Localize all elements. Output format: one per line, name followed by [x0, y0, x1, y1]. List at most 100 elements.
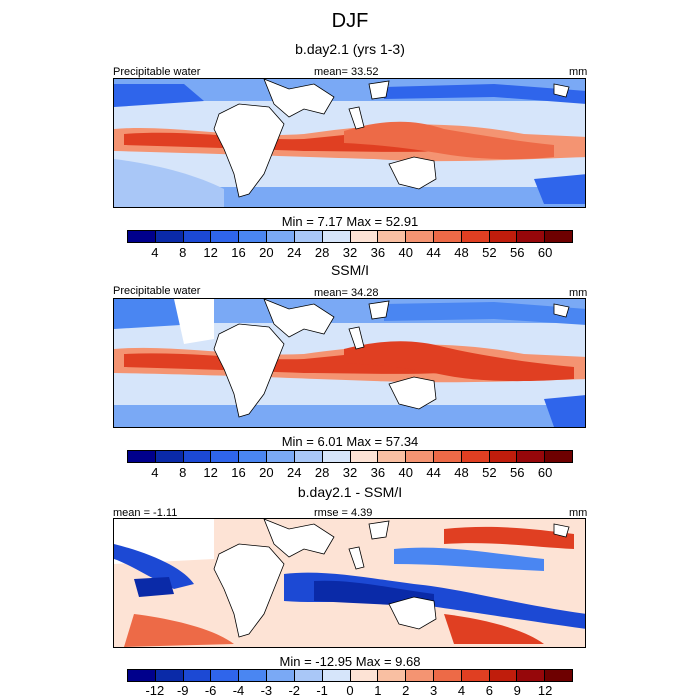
colorbar-swatch	[461, 231, 490, 242]
colorbar-tick-label: 16	[231, 245, 246, 260]
colorbar-swatch	[350, 231, 379, 242]
colorbar-swatch	[406, 670, 434, 681]
colorbar-tick-label: 3	[430, 683, 438, 698]
colorbar-tick-label: 60	[537, 245, 553, 260]
colorbar-tick-label: 12	[203, 465, 218, 480]
colorbar-swatch	[461, 451, 490, 462]
colorbar-tick-label: 1	[374, 683, 382, 698]
colorbar-tick-label: 48	[454, 465, 469, 480]
colorbar-tick-label: 32	[342, 245, 358, 260]
panel3-rmse-label: rmse = 4.39	[314, 507, 373, 519]
colorbar-tick-label: 16	[231, 465, 246, 480]
colorbar-tick-label: 40	[398, 465, 413, 480]
colorbar-swatch	[183, 670, 212, 681]
panel2-mean-label: mean= 34.28	[314, 287, 379, 299]
colorbar-swatch	[155, 231, 184, 242]
colorbar-swatch	[322, 670, 351, 681]
colorbar-swatch	[350, 670, 379, 681]
colorbar-swatch	[183, 231, 212, 242]
colorbar-1-ticks: 4 8 12 16 20 24 28 32 36 40 44 48 52 56 60	[127, 245, 573, 260]
colorbar-tick-label: 24	[287, 245, 302, 260]
colorbar-swatch	[433, 231, 462, 242]
colorbar-tick-label: -2	[288, 683, 301, 698]
colorbar-tick-label: -6	[204, 683, 217, 698]
colorbar-tick-label: 56	[510, 245, 525, 260]
colorbar-tick-label: 0	[346, 683, 354, 698]
colorbar-tick-label: 24	[287, 465, 302, 480]
colorbar-tick-label: 52	[482, 245, 497, 260]
colorbar-tick-label: 6	[485, 683, 493, 698]
colorbar-tick-label: 4	[457, 683, 466, 698]
panel2-units-label: mm	[569, 287, 588, 299]
panel2-map	[113, 298, 586, 428]
colorbar-swatch	[322, 231, 351, 242]
colorbar-tick-label: 44	[426, 245, 441, 260]
colorbar-swatch	[267, 231, 295, 242]
colorbar-swatch	[378, 451, 407, 462]
colorbar-tick-label: 44	[426, 465, 441, 480]
colorbar-tick-label: 32	[342, 465, 358, 480]
panel3-map-svg	[114, 519, 585, 647]
colorbar-tick-label: 9	[513, 683, 521, 698]
colorbar-tick-label: -3	[260, 683, 273, 698]
colorbar-tick-label: 56	[510, 465, 525, 480]
colorbar-swatch	[545, 451, 572, 462]
colorbar-tick-label: 8	[179, 245, 187, 260]
panel3-mean-label: mean = -1.11	[113, 507, 178, 519]
colorbar-tick-label: 48	[454, 245, 469, 260]
colorbar-swatch	[211, 231, 240, 242]
colorbar-tick-label: 52	[482, 465, 497, 480]
panel1-map	[113, 78, 586, 208]
panel2-map-svg	[114, 299, 585, 427]
panel1-map-svg	[114, 79, 585, 207]
panel2-minmax: Min = 6.01 Max = 57.34	[281, 434, 419, 449]
panel2-variable-label: Precipitable water	[113, 285, 201, 297]
panel3-units-label: mm	[569, 507, 588, 519]
panel1-variable-label: Precipitable water	[113, 66, 201, 78]
colorbar-tick-label: 40	[398, 245, 413, 260]
colorbar-swatch	[294, 231, 323, 242]
colorbar-swatch	[545, 231, 572, 242]
colorbar-swatch	[406, 231, 434, 242]
colorbar-swatch	[378, 670, 407, 681]
colorbar-1	[127, 230, 573, 243]
panel3-subtitle: b.day2.1 - SSM/I	[297, 484, 403, 500]
colorbar-tick-label: 12	[203, 245, 218, 260]
panel1-minmax: Min = 7.17 Max = 52.91	[281, 214, 419, 229]
panel2-subtitle: SSM/I	[330, 262, 370, 278]
colorbar-swatch	[294, 451, 323, 462]
colorbar-3	[127, 669, 573, 682]
colorbar-swatch	[267, 670, 295, 681]
colorbar-tick-label: -4	[232, 683, 245, 698]
colorbar-swatch	[489, 451, 518, 462]
colorbar-swatch	[128, 231, 156, 242]
colorbar-swatch	[239, 231, 268, 242]
panel1-subtitle: b.day2.1 (yrs 1-3)	[295, 41, 405, 57]
colorbar-swatch	[322, 451, 351, 462]
colorbar-swatch	[378, 231, 407, 242]
panel1-units-label: mm	[569, 66, 588, 78]
colorbar-tick-label: 8	[179, 465, 187, 480]
colorbar-tick-label: -1	[316, 683, 328, 698]
colorbar-2	[127, 450, 573, 463]
colorbar-swatch	[517, 670, 546, 681]
panel3-minmax: Min = -12.95 Max = 9.68	[279, 654, 421, 669]
colorbar-swatch	[183, 451, 212, 462]
colorbar-swatch	[489, 231, 518, 242]
colorbar-tick-label: 20	[259, 245, 274, 260]
colorbar-2-ticks: 4 8 12 16 20 24 28 32 36 40 44 48 52 56 60	[127, 465, 573, 480]
panel1-mean-label: mean= 33.52	[314, 66, 379, 78]
colorbar-tick-label: 20	[259, 465, 274, 480]
colorbar-swatch	[461, 670, 490, 681]
colorbar-swatch	[239, 451, 268, 462]
colorbar-swatch	[517, 231, 546, 242]
colorbar-swatch	[433, 451, 462, 462]
colorbar-swatch	[211, 451, 240, 462]
colorbar-tick-label: 36	[370, 245, 386, 260]
colorbar-swatch	[155, 451, 184, 462]
colorbar-swatch	[294, 670, 323, 681]
colorbar-tick-label: 4	[151, 465, 159, 480]
colorbar-swatch	[545, 670, 572, 681]
colorbar-tick-label: 4	[151, 245, 159, 260]
colorbar-3-ticks: -12 -9 -6 -4 -3 -2 -1 0 1 2 3 4 6 9 12	[127, 683, 573, 698]
